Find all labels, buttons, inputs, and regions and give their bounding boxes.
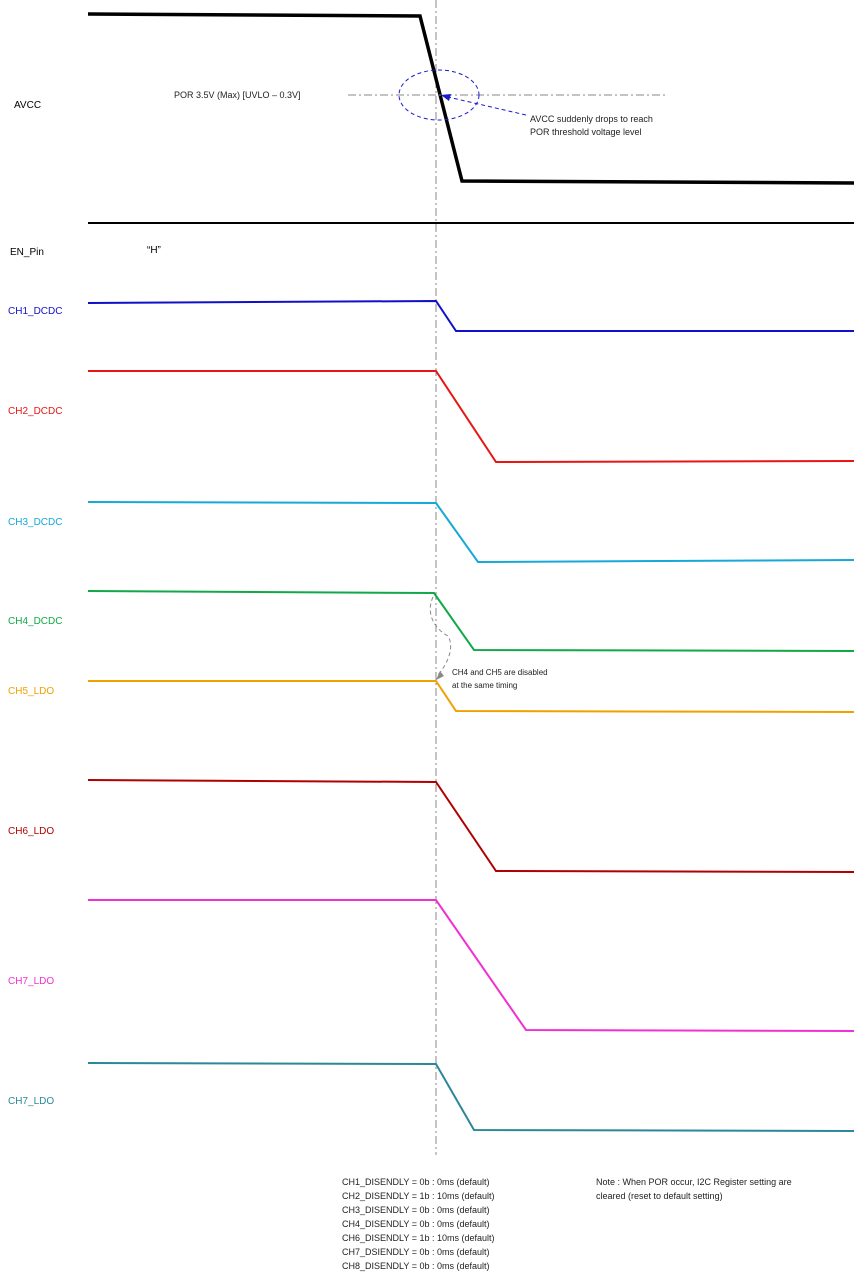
ch3-dcdc-waveform [87, 501, 854, 564]
ch2-dcdc-waveform [88, 370, 854, 464]
label-ch5-ldo: CH5_LDO [8, 686, 54, 697]
setting-ch2: CH2_DISENDLY = 1b : 10ms (default) [342, 1191, 495, 1201]
ch4-ch5-note-line2: at the same timing [452, 681, 517, 690]
label-ch6-ldo: CH6_LDO [8, 826, 54, 837]
setting-ch7: CH7_DSIENDLY = 0b : 0ms (default) [342, 1247, 489, 1257]
label-ch7-ldo-1: CH7_LDO [8, 976, 54, 987]
setting-ch1: CH1_DISENDLY = 0b : 0ms (default) [342, 1177, 489, 1187]
disable-delay-settings: CH1_DISENDLY = 0b : 0ms (default) CH2_DI… [342, 1177, 495, 1271]
label-ch4-dcdc: CH4_DCDC [8, 616, 62, 627]
ch1-dcdc-waveform [87, 299, 854, 332]
avcc-drop-arrow-head [441, 94, 451, 101]
label-ch1-dcdc: CH1_DCDC [8, 306, 62, 317]
ch4-ch5-note-line1: CH4 and CH5 are disabled [452, 668, 548, 677]
ch4-ch5-curved-arrow [429, 596, 452, 677]
setting-ch4: CH4_DISENDLY = 0b : 0ms (default) [342, 1219, 489, 1229]
setting-ch6: CH6_DISENDLY = 1b : 10ms (default) [342, 1233, 495, 1243]
setting-ch8: CH8_DISENDLY = 0b : 0ms (default) [342, 1261, 489, 1271]
label-ch3-dcdc: CH3_DCDC [8, 517, 62, 528]
label-avcc: AVCC [14, 100, 41, 111]
note-line2: cleared (reset to default setting) [596, 1191, 723, 1201]
label-en-pin: EN_Pin [10, 247, 44, 258]
por-crossing-highlight [398, 69, 480, 121]
note-line1: Note : When POR occur, I2C Register sett… [596, 1177, 792, 1187]
ch6-ldo-waveform [87, 779, 854, 873]
avcc-drop-note-line2: POR threshold voltage level [530, 127, 642, 137]
label-en-state: “H” [147, 245, 161, 256]
label-ch2-dcdc: CH2_DCDC [8, 406, 62, 417]
avcc-drop-note-line1: AVCC suddenly drops to reach [530, 114, 653, 124]
avcc-drop-arrow [447, 96, 527, 116]
avcc-waveform [87, 12, 854, 185]
setting-ch3: CH3_DISENDLY = 0b : 0ms (default) [342, 1205, 489, 1215]
ch7-ldo-waveform-1 [88, 899, 854, 1032]
ch4-dcdc-waveform [87, 590, 854, 652]
ch5-ldo-waveform [88, 680, 854, 713]
ch4-ch5-arrow-head [436, 671, 444, 680]
ch7-ldo-waveform-2 [87, 1062, 854, 1132]
label-ch7-ldo-2: CH7_LDO [8, 1096, 54, 1107]
por-threshold-label: POR 3.5V (Max) [UVLO – 0.3V] [174, 90, 301, 100]
